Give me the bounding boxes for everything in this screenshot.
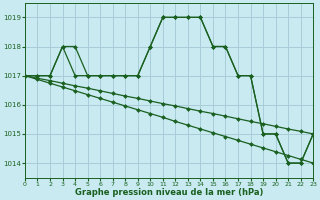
X-axis label: Graphe pression niveau de la mer (hPa): Graphe pression niveau de la mer (hPa) bbox=[75, 188, 263, 197]
